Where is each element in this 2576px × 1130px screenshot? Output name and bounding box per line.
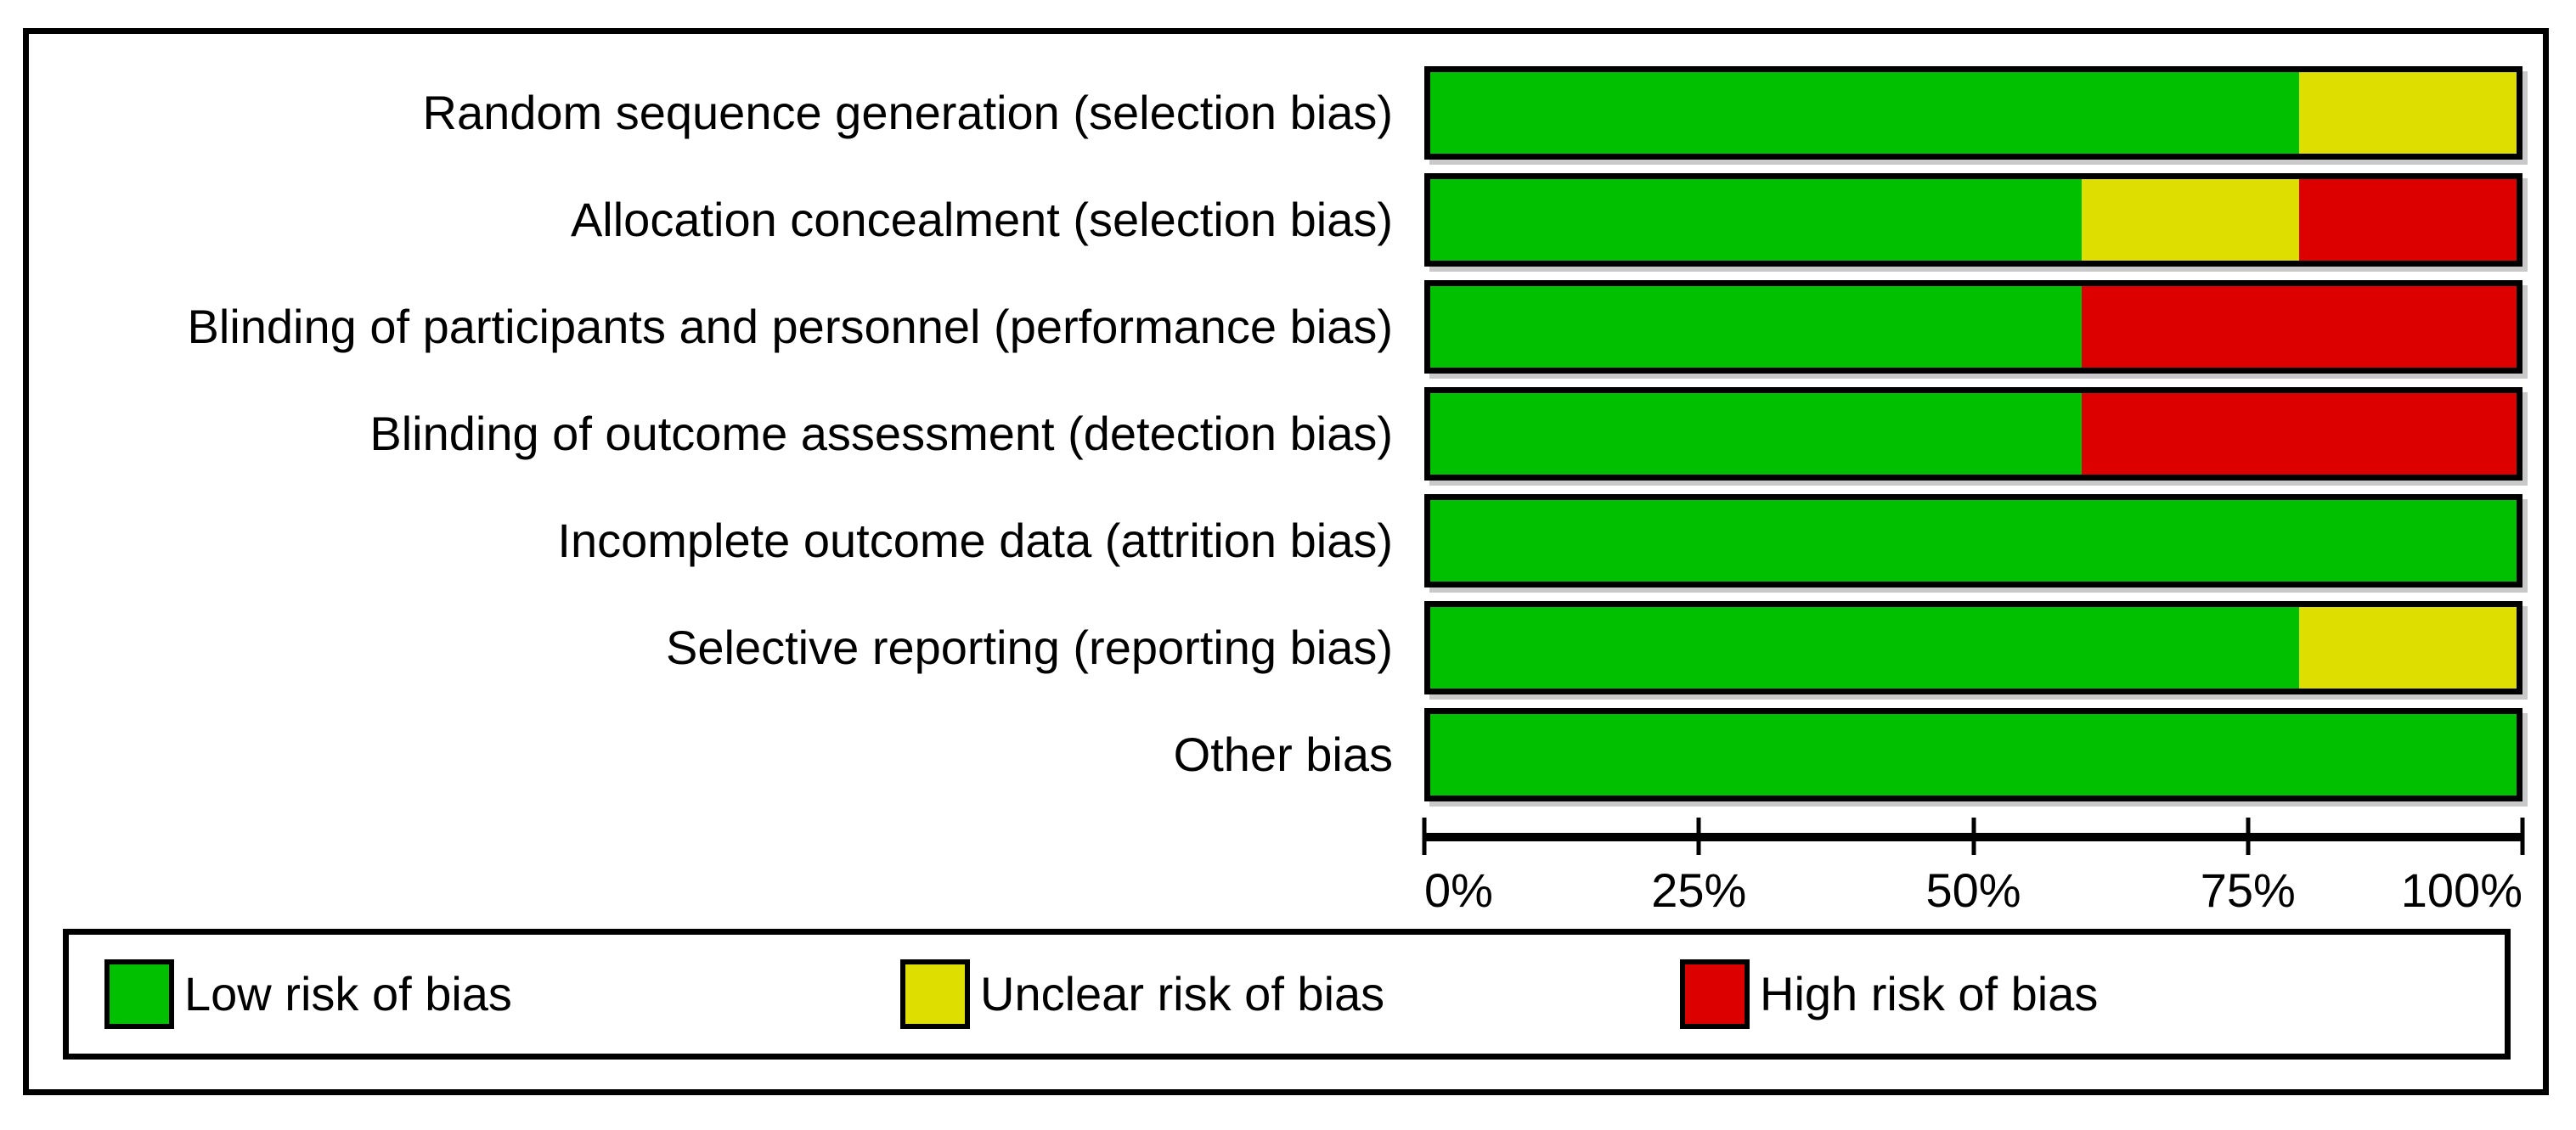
segment-high-risk	[2299, 179, 2517, 261]
axis-tick-label: 75%	[2200, 863, 2296, 917]
category-label: Blinding of participants and personnel (…	[187, 299, 1393, 353]
legend-label: High risk of bias	[1760, 967, 2099, 1020]
axis-tick	[2246, 818, 2251, 855]
segment-unclear-risk	[2299, 72, 2517, 154]
legend-label: Unclear risk of bias	[980, 967, 1385, 1020]
category-label: Blinding of outcome assessment (detectio…	[369, 406, 1393, 460]
x-axis: 0% 25% 50% 75% 100%	[1422, 818, 2525, 932]
axis-tick-label: 25%	[1651, 863, 1747, 917]
segment-low-risk	[1430, 500, 2517, 582]
segment-low-risk	[1430, 393, 2083, 475]
stacked-bar	[1424, 494, 2522, 587]
unclear-risk-swatch	[900, 959, 970, 1029]
stacked-bar	[1424, 173, 2522, 267]
low-risk-swatch	[104, 959, 174, 1029]
chart-frame: Random sequence generation (selection bi…	[23, 28, 2549, 1095]
chart-row: Other bias	[29, 708, 2522, 801]
segment-low-risk	[1430, 179, 2083, 261]
legend-item-unclear-risk: Unclear risk of bias	[900, 959, 1384, 1029]
axis-tick-label: 0%	[1424, 863, 1493, 917]
legend-label: Low risk of bias	[184, 967, 512, 1020]
axis-tick-label: 50%	[1925, 863, 2021, 917]
stacked-bar	[1424, 66, 2522, 160]
segment-unclear-risk	[2299, 607, 2517, 689]
axis-tick-label: 100%	[2400, 863, 2522, 917]
segment-low-risk	[1430, 714, 2517, 795]
chart-row: Incomplete outcome data (attrition bias)	[29, 494, 2522, 587]
category-label: Incomplete outcome data (attrition bias)	[557, 513, 1393, 567]
category-label: Selective reporting (reporting bias)	[666, 620, 1393, 674]
chart-row: Allocation concealment (selection bias)	[29, 173, 2522, 267]
stacked-bar	[1424, 280, 2522, 374]
high-risk-swatch	[1680, 959, 1750, 1029]
category-label: Random sequence generation (selection bi…	[422, 85, 1393, 139]
legend-item-low-risk: Low risk of bias	[104, 959, 512, 1029]
segment-low-risk	[1430, 607, 2300, 689]
segment-low-risk	[1430, 72, 2300, 154]
axis-tick	[2520, 818, 2525, 855]
chart-row: Random sequence generation (selection bi…	[29, 66, 2522, 160]
legend-item-high-risk: High risk of bias	[1680, 959, 2098, 1029]
stacked-bar	[1424, 387, 2522, 481]
segment-unclear-risk	[2082, 179, 2300, 261]
legend-box: Low risk of bias Unclear risk of bias High…	[63, 929, 2511, 1060]
axis-tick	[1696, 818, 1701, 855]
bar-rows: Random sequence generation (selection bi…	[29, 66, 2522, 815]
chart-row: Blinding of outcome assessment (detectio…	[29, 387, 2522, 481]
category-label: Allocation concealment (selection bias)	[570, 192, 1393, 246]
segment-high-risk	[2082, 286, 2517, 368]
chart-row: Selective reporting (reporting bias)	[29, 601, 2522, 694]
category-label: Other bias	[1173, 727, 1393, 781]
segment-high-risk	[2082, 393, 2517, 475]
chart-row: Blinding of participants and personnel (…	[29, 280, 2522, 374]
axis-tick	[1971, 818, 1976, 855]
stacked-bar	[1424, 708, 2522, 801]
stacked-bar	[1424, 601, 2522, 694]
segment-low-risk	[1430, 286, 2083, 368]
axis-tick	[1422, 818, 1427, 855]
